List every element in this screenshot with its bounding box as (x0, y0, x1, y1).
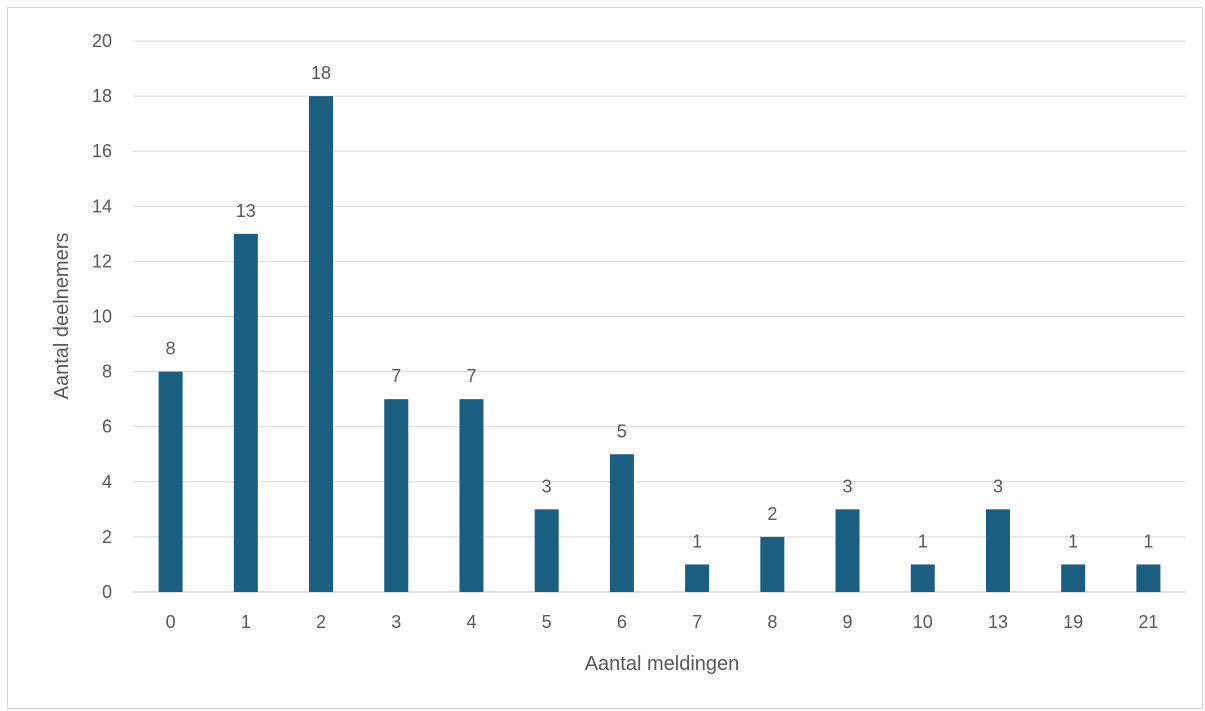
data-label: 1 (692, 531, 702, 551)
y-tick-label: 8 (102, 362, 112, 382)
x-tick-label: 1 (241, 612, 251, 632)
bar (459, 399, 484, 592)
data-label: 13 (236, 201, 256, 221)
data-label: 1 (1068, 531, 1078, 551)
bar (534, 509, 559, 592)
x-tick-label: 19 (1063, 612, 1083, 632)
data-label: 1 (918, 531, 928, 551)
x-tick-labels: 0 1 2 3 4 5 6 7 8 9 10 13 19 21 (166, 612, 1159, 632)
data-label: 5 (617, 421, 627, 441)
y-axis-label: Aantal deelnemers (51, 233, 73, 400)
y-tick-label: 20 (92, 31, 112, 51)
x-tick-label: 21 (1138, 612, 1158, 632)
x-tick-label: 3 (391, 612, 401, 632)
x-axis-label: Aantal meldingen (585, 653, 740, 675)
data-label: 1 (1143, 531, 1153, 551)
x-tick-label: 2 (316, 612, 326, 632)
x-tick-label: 0 (166, 612, 176, 632)
y-tick-label: 16 (92, 141, 112, 161)
y-tick-label: 18 (92, 86, 112, 106)
y-tick-label: 2 (102, 527, 112, 547)
bar (985, 509, 1010, 592)
data-label: 7 (391, 366, 401, 386)
bar (609, 454, 634, 592)
y-tick-label: 10 (92, 307, 112, 327)
data-label: 18 (311, 63, 331, 83)
y-tick-label: 14 (92, 196, 112, 216)
x-tick-label: 13 (988, 612, 1008, 632)
bar (233, 233, 258, 592)
x-tick-label: 5 (542, 612, 552, 632)
y-tick-label: 6 (102, 417, 112, 437)
bar (835, 509, 860, 592)
y-tick-label: 12 (92, 251, 112, 271)
data-label: 3 (843, 476, 853, 496)
data-label: 3 (993, 476, 1003, 496)
bars (158, 96, 1161, 592)
gridlines (133, 40, 1186, 593)
bar (1061, 564, 1086, 592)
bar (685, 564, 710, 592)
y-tick-label: 4 (102, 472, 112, 492)
data-label: 7 (466, 366, 476, 386)
x-tick-label: 4 (466, 612, 476, 632)
bar (158, 371, 183, 592)
bar (1136, 564, 1161, 592)
data-label: 2 (767, 504, 777, 524)
x-tick-label: 10 (913, 612, 933, 632)
x-tick-label: 7 (692, 612, 702, 632)
x-tick-label: 6 (617, 612, 627, 632)
bar (910, 564, 935, 592)
data-label: 8 (166, 339, 176, 359)
y-tick-label: 0 (102, 582, 112, 602)
bar (760, 536, 785, 592)
y-tick-labels: 0 2 4 6 8 10 12 14 16 18 20 (92, 31, 112, 602)
x-tick-label: 8 (767, 612, 777, 632)
data-label: 3 (542, 476, 552, 496)
bar (309, 96, 334, 592)
bar (384, 399, 409, 592)
x-tick-label: 9 (843, 612, 853, 632)
